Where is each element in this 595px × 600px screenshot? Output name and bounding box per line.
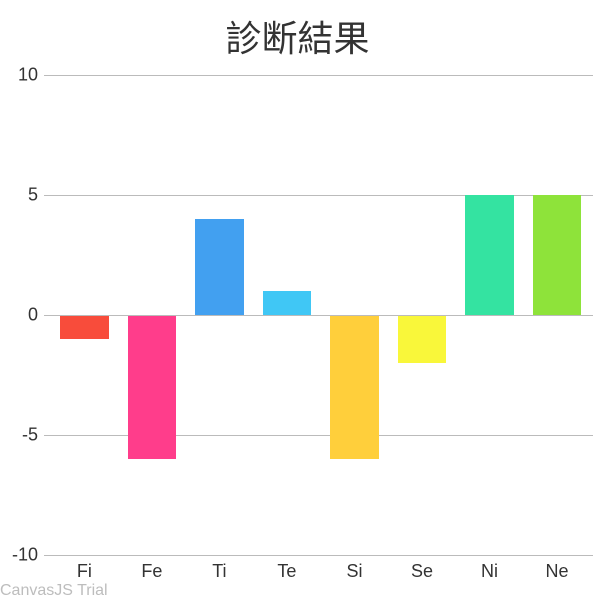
x-tick-label: Te xyxy=(277,561,296,582)
y-tick-label: -10 xyxy=(12,545,38,566)
y-tick-label: 0 xyxy=(28,305,38,326)
chart-title: 診断結果 xyxy=(0,0,595,62)
chart-container: 診断結果 -10-50510FiFeTiTeSiSeNiNe CanvasJS … xyxy=(0,0,595,600)
gridline xyxy=(44,75,593,76)
bar xyxy=(398,315,447,363)
gridline xyxy=(44,315,593,316)
x-tick-label: Ni xyxy=(481,561,498,582)
bar xyxy=(195,219,244,315)
bar xyxy=(533,195,582,315)
x-tick-label: Fi xyxy=(77,561,92,582)
bar xyxy=(60,315,109,339)
x-tick-label: Se xyxy=(411,561,433,582)
x-tick-label: Fe xyxy=(141,561,162,582)
watermark: CanvasJS Trial xyxy=(0,582,108,600)
y-tick-label: 10 xyxy=(18,65,38,86)
gridline xyxy=(44,435,593,436)
bar xyxy=(330,315,379,459)
y-tick-label: -5 xyxy=(22,425,38,446)
plot-area: -10-50510FiFeTiTeSiSeNiNe xyxy=(44,75,593,555)
x-tick-label: Si xyxy=(346,561,362,582)
bar xyxy=(128,315,177,459)
y-tick-label: 5 xyxy=(28,185,38,206)
bar xyxy=(263,291,312,315)
x-tick-label: Ne xyxy=(546,561,569,582)
x-tick-label: Ti xyxy=(212,561,226,582)
gridline xyxy=(44,555,593,556)
bar xyxy=(465,195,514,315)
